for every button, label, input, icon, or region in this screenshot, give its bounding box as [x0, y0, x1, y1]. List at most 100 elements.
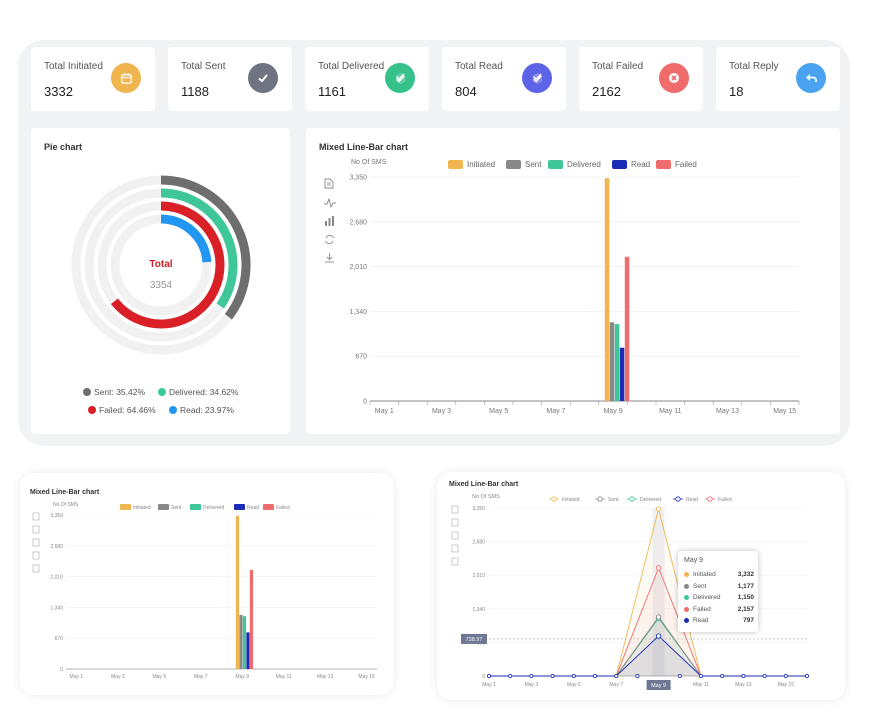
thumb1-legend-label: Sent — [171, 505, 182, 511]
tooltip-title: May 9 — [684, 557, 704, 564]
pie-legend-sent[interactable]: Sent: 35.42% — [83, 387, 145, 397]
bar-read-may-9[interactable] — [619, 347, 625, 401]
x-tick-label: May 13 — [716, 408, 739, 415]
bar-sent-may-9[interactable] — [609, 322, 615, 401]
thumb2-point[interactable] — [698, 673, 703, 678]
legend-failed[interactable]: Failed — [656, 160, 697, 169]
bar-chart-card: Mixed Line-Bar chart No Of SMS Initiated… — [306, 128, 840, 434]
legend-read[interactable]: Read — [612, 160, 650, 169]
tooltip-value: 1,177 — [737, 582, 754, 590]
thumb2-point[interactable] — [508, 673, 513, 678]
download-icon[interactable] — [324, 250, 335, 268]
pie-legend-read[interactable]: Read: 23.97% — [169, 405, 234, 415]
tooltip-marker — [684, 606, 689, 612]
legend-initiated[interactable]: Initiated — [448, 160, 495, 169]
thumb1-y-tick: 2,010 — [50, 575, 63, 581]
stat-label: Total Sent — [181, 61, 226, 72]
thumb2-legend-label: Read — [686, 497, 698, 503]
thumb1-bar-failed[interactable] — [249, 569, 254, 669]
thumb2-point[interactable] — [550, 673, 555, 678]
legend-sent[interactable]: Sent — [506, 160, 541, 169]
tooltip-marker — [684, 618, 689, 623]
tooltip-marker — [684, 583, 689, 589]
x-tick-label: May 1 — [375, 408, 394, 415]
thumb2-area-failed — [616, 567, 701, 676]
thumb2-point-read[interactable] — [655, 633, 662, 639]
data-view-icon[interactable] — [451, 505, 459, 514]
restore-icon[interactable] — [451, 544, 459, 553]
stat-card-total-delivered: Total Delivered 1161 — [305, 47, 429, 111]
thumb1-bar-delivered[interactable] — [242, 616, 247, 669]
legend-swatch — [448, 160, 463, 169]
thumb1-y-tick: 0 — [60, 667, 63, 673]
thumb2-point[interactable] — [720, 673, 725, 678]
data-view-icon[interactable] — [324, 176, 334, 194]
thumb1-bar-read[interactable] — [246, 632, 250, 669]
bar-delivered-may-9[interactable] — [614, 324, 620, 401]
thumb2-legend-marker — [551, 496, 557, 502]
pie-ring-read[interactable] — [160, 214, 212, 263]
pie-center-label: Total — [149, 259, 172, 270]
tooltip-value: 3,332 — [737, 571, 754, 578]
thumb2-point[interactable] — [677, 673, 682, 678]
thumb2-point-failed[interactable] — [655, 565, 662, 571]
line-chart-icon[interactable] — [324, 195, 336, 213]
tooltip-marker — [684, 572, 689, 577]
thumb2-y-tick: 2,680 — [472, 540, 485, 546]
tooltip-series: Read — [693, 617, 709, 624]
y-tick-label: 2,010 — [349, 264, 367, 271]
thumb1-plot: Initiated Sent Delivered Read Failed 0 670 1,34… — [32, 504, 377, 680]
pie-legend-delivered[interactable]: Delivered: 34.62% — [158, 387, 238, 397]
thumb2-point[interactable] — [741, 673, 746, 678]
thumb2-point[interactable] — [804, 673, 809, 678]
bar-chart-icon[interactable] — [451, 531, 459, 540]
thumb2-y-tick: 0 — [482, 674, 485, 680]
line-chart-icon[interactable] — [451, 518, 459, 527]
bar-chart-icon[interactable] — [324, 213, 335, 231]
download-icon[interactable] — [32, 564, 40, 573]
bar-chart-icon[interactable] — [32, 538, 40, 547]
thumb2-point[interactable] — [487, 673, 492, 678]
legend-delivered[interactable]: Delivered — [548, 160, 601, 169]
thumb2-hover-band — [652, 508, 665, 676]
pie-legend-failed[interactable]: Failed: 64.46% — [88, 405, 156, 415]
thumb2-point[interactable] — [592, 673, 597, 678]
thumb1-x-tick: May 11 — [276, 674, 292, 680]
pie-ring-failed[interactable] — [110, 201, 225, 329]
thumb1-bar-sent[interactable] — [239, 614, 243, 669]
data-view-icon[interactable] — [32, 512, 40, 521]
thumb2-point[interactable] — [614, 673, 619, 678]
thumb2-point[interactable] — [783, 673, 788, 678]
thumb2-point-sent[interactable] — [655, 614, 662, 620]
restore-icon[interactable] — [324, 232, 335, 250]
bar-initiated-may-9[interactable] — [604, 178, 610, 401]
stat-value: 18 — [729, 84, 744, 99]
y-tick-label: 3,350 — [349, 175, 367, 182]
thumb2-crosshair-label: 738.97 — [466, 637, 483, 643]
calendar-icon — [111, 63, 141, 93]
thumb2-point-initiated[interactable] — [655, 506, 662, 512]
bar-failed-may-9[interactable] — [624, 256, 630, 401]
thumb2-plot: InitiatedSentDeliveredReadFailed06701,34… — [451, 496, 809, 690]
thumb1-x-tick: May 5 — [152, 674, 166, 680]
thumb2-point[interactable] — [571, 673, 576, 678]
thumb2-point[interactable] — [762, 673, 767, 678]
thumb2-legend-marker — [597, 496, 603, 502]
download-icon[interactable] — [451, 557, 459, 566]
restore-icon[interactable] — [32, 551, 40, 560]
legend-swatch — [612, 160, 627, 169]
thumb1-bar-initiated[interactable] — [235, 515, 240, 669]
line-chart-icon[interactable] — [32, 525, 40, 534]
thumb1-x-tick: May 7 — [194, 674, 208, 680]
thumbnail-line-chart: Mixed Line-Bar chart No Of SMS Initiated… — [437, 472, 845, 700]
thumb1-legend-swatch — [120, 504, 131, 510]
tooltip-row-failed: Failed 2,157 — [684, 606, 754, 613]
thumb2-area-delivered — [616, 618, 701, 676]
pie-ring-delivered[interactable] — [160, 188, 238, 309]
thumb1-legend-swatch — [158, 504, 169, 510]
stat-value: 1188 — [181, 84, 209, 99]
thumb2-point[interactable] — [635, 673, 640, 678]
thumb2-point[interactable] — [529, 673, 534, 678]
pie-ring-sent[interactable] — [160, 175, 251, 320]
pie-title: Pie chart — [44, 142, 83, 152]
